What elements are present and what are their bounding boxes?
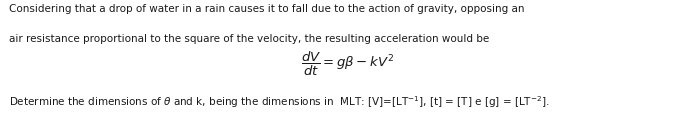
- Text: Considering that a drop of water in a rain causes it to fall due to the action o: Considering that a drop of water in a ra…: [9, 4, 525, 14]
- Text: air resistance proportional to the square of the velocity, the resulting acceler: air resistance proportional to the squar…: [9, 34, 489, 44]
- Text: Determine the dimensions of $\theta$ and k, being the dimensions in  MLT: [V]=[L: Determine the dimensions of $\theta$ and…: [9, 95, 550, 110]
- Text: $\dfrac{dV}{dt} = g\beta - kV^2$: $\dfrac{dV}{dt} = g\beta - kV^2$: [301, 50, 395, 78]
